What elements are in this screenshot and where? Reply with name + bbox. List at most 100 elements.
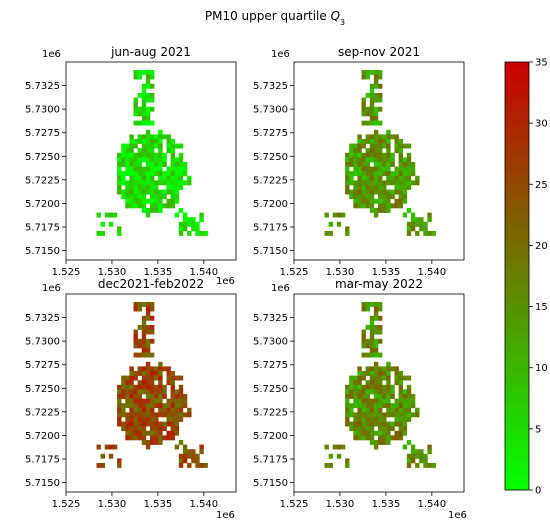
heatmap-cell bbox=[154, 430, 159, 436]
heatmap-cell bbox=[402, 421, 408, 427]
heatmap-cell bbox=[345, 171, 350, 177]
heatmap-cell bbox=[129, 380, 134, 386]
heatmap-cell bbox=[129, 412, 134, 418]
heatmap-cell bbox=[150, 426, 155, 432]
heatmap-cell bbox=[365, 371, 370, 376]
heatmap-cell bbox=[178, 398, 184, 404]
heatmap-cell bbox=[199, 212, 204, 218]
heatmap-cell bbox=[353, 417, 358, 422]
x-tick-label: 1.535 bbox=[144, 499, 173, 510]
heatmap-cell bbox=[129, 435, 134, 441]
heatmap-cell bbox=[170, 412, 175, 418]
heatmap-cell bbox=[386, 134, 391, 140]
heatmap-cell bbox=[402, 417, 408, 422]
heatmap-cell bbox=[353, 180, 358, 186]
heatmap-cell bbox=[373, 139, 379, 144]
heatmap-cell bbox=[150, 120, 155, 126]
heatmap-cell bbox=[365, 203, 370, 209]
heatmap-cell bbox=[390, 421, 395, 427]
heatmap-cell bbox=[141, 380, 147, 386]
heatmap-cell bbox=[170, 139, 175, 144]
heatmap-cell bbox=[369, 440, 375, 445]
heatmap-cell bbox=[373, 348, 379, 353]
heatmap-cell bbox=[369, 389, 375, 395]
heatmap-cell bbox=[129, 398, 134, 404]
heatmap-cell bbox=[125, 435, 130, 441]
heatmap-cell bbox=[117, 417, 122, 422]
heatmap-cell bbox=[353, 166, 358, 172]
heatmap-cell bbox=[178, 185, 184, 190]
heatmap-cell bbox=[365, 189, 370, 195]
heatmap-cell bbox=[406, 389, 412, 395]
heatmap-cell bbox=[150, 180, 155, 186]
heatmap-cell bbox=[158, 403, 163, 409]
heatmap-cell bbox=[117, 398, 122, 404]
heatmap-cell bbox=[394, 407, 399, 413]
heatmap-cell bbox=[174, 426, 180, 432]
heatmap-cell bbox=[141, 366, 147, 372]
heatmap-cell bbox=[150, 380, 155, 386]
heatmap-cell bbox=[361, 185, 366, 190]
y-tick-label: 5.7250 bbox=[25, 152, 60, 163]
heatmap-cell bbox=[345, 463, 350, 468]
figure-title: PM10 upper quartile Q3 bbox=[205, 9, 345, 27]
heatmap-cell bbox=[382, 198, 387, 204]
heatmap-cell bbox=[369, 352, 375, 358]
heatmap-cell bbox=[402, 389, 408, 395]
heatmap-cell bbox=[386, 180, 391, 186]
heatmap-cell bbox=[154, 366, 159, 372]
heatmap-cell bbox=[427, 444, 432, 450]
heatmap-cell bbox=[158, 435, 163, 441]
heatmap-cell bbox=[150, 421, 155, 427]
heatmap-cell bbox=[402, 426, 408, 432]
heatmap-cell bbox=[182, 444, 188, 450]
heatmap-cell bbox=[410, 171, 416, 177]
heatmap-cell bbox=[133, 435, 138, 441]
heatmap-cell bbox=[406, 231, 412, 236]
heatmap-cell bbox=[158, 171, 163, 177]
heatmap-cell bbox=[166, 189, 171, 195]
heatmap-cell bbox=[353, 389, 358, 395]
panels: jun-aug 2021 1.525 1.530 1.535 1.540 5.7150 5.… bbox=[25, 45, 467, 521]
heatmap-cell bbox=[386, 389, 391, 395]
heatmap-cell bbox=[365, 352, 370, 358]
heatmap-cell bbox=[137, 343, 142, 349]
heatmap-cell bbox=[353, 148, 358, 154]
heatmap-cell bbox=[349, 180, 354, 186]
heatmap-cell bbox=[369, 325, 375, 330]
heatmap-cell bbox=[150, 175, 155, 181]
y-tick-label: 5.7250 bbox=[253, 384, 288, 395]
heatmap-cell bbox=[178, 453, 184, 459]
heatmap-cell bbox=[353, 143, 358, 149]
heatmap-cell bbox=[137, 417, 142, 422]
heatmap-cell bbox=[402, 430, 408, 436]
heatmap-cell bbox=[178, 226, 184, 232]
heatmap-cell bbox=[150, 208, 155, 213]
heatmap-cell bbox=[154, 152, 159, 158]
heatmap-cell bbox=[386, 175, 391, 181]
y-tick-label: 5.7175 bbox=[253, 223, 288, 234]
heatmap-cell bbox=[373, 325, 379, 330]
heatmap-cell bbox=[378, 302, 383, 307]
heatmap-cell bbox=[365, 421, 370, 427]
heatmap-cell bbox=[137, 384, 142, 390]
heatmap-cell bbox=[145, 329, 151, 335]
heatmap-cell bbox=[353, 162, 358, 167]
heatmap-cell bbox=[174, 175, 180, 181]
heatmap-cell bbox=[170, 157, 175, 163]
heatmap-cell bbox=[373, 311, 379, 317]
heatmap-cell bbox=[121, 175, 126, 181]
heatmap-cell bbox=[345, 185, 350, 190]
heatmap-cell bbox=[410, 217, 416, 223]
heatmap-cell bbox=[141, 389, 147, 395]
plot-frame bbox=[293, 61, 465, 261]
heatmap-cell bbox=[129, 389, 134, 395]
heatmap-cell bbox=[141, 97, 147, 103]
heatmap-cell bbox=[369, 175, 375, 181]
heatmap-cell bbox=[373, 343, 379, 349]
heatmap-cell bbox=[324, 463, 329, 468]
heatmap-cell bbox=[117, 412, 122, 418]
heatmap-cell bbox=[178, 180, 184, 186]
heatmap-cell bbox=[145, 403, 151, 409]
heatmap-cell bbox=[141, 189, 147, 195]
